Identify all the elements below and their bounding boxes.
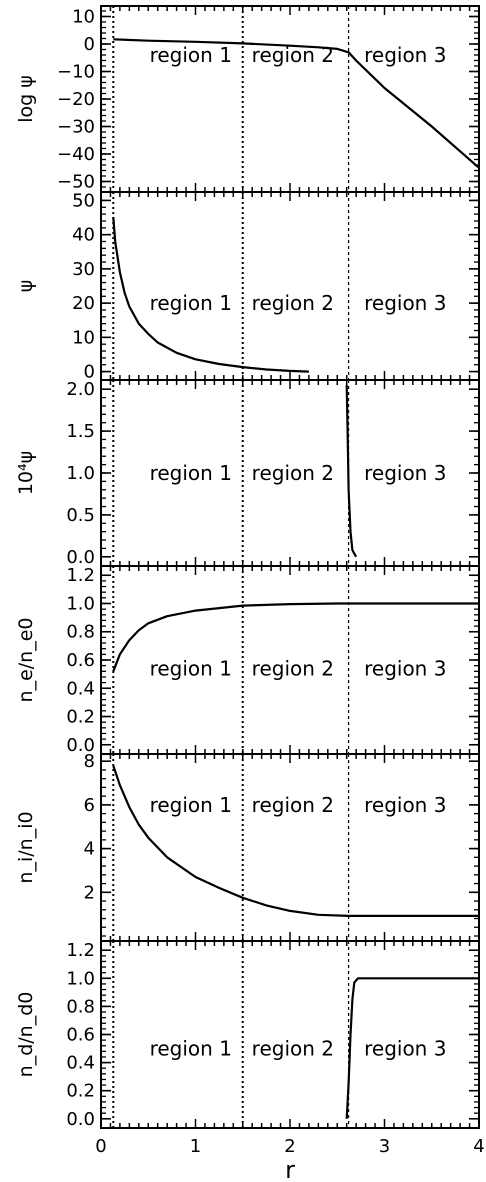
region-label: region 3 — [364, 656, 446, 680]
y-tick-label: 0.8 — [66, 622, 95, 643]
x-axis-label: r — [285, 1156, 295, 1182]
plot-frame — [100, 5, 480, 193]
y-axis-label: n_i/n_i0 — [15, 811, 37, 883]
y-tick-label: 2.0 — [66, 379, 95, 400]
region-label: region 2 — [252, 461, 334, 485]
x-tick-label: 2 — [284, 1136, 295, 1157]
y-tick-label: 4 — [84, 839, 95, 860]
y-axis-label: 10⁴ψ — [15, 451, 37, 495]
data-series-line — [112, 217, 309, 373]
y-tick-label: 50 — [72, 190, 95, 211]
y-axis-label: ψ — [15, 280, 37, 293]
y-tick-label: 1.5 — [66, 421, 95, 442]
region-label: region 1 — [150, 291, 232, 315]
data-series-line — [112, 602, 479, 672]
y-tick-label: −20 — [57, 89, 95, 110]
y-tick-label: 6 — [84, 795, 95, 816]
y-tick-label: 0 — [84, 34, 95, 55]
y-tick-label: −50 — [57, 172, 95, 193]
y-tick-label: 0.4 — [66, 678, 95, 699]
region-label: region 1 — [150, 656, 232, 680]
y-tick-label: 40 — [72, 225, 95, 246]
y-tick-label: 1.0 — [66, 463, 95, 484]
y-tick-label: 0.8 — [66, 996, 95, 1017]
y-tick-label: −40 — [57, 144, 95, 165]
panel-4: 0.0 0.2 0.4 0.6 0.8 1.0 1.2 n_e/n_e0 region 1 reg… — [15, 565, 480, 756]
y-tick-label: 8 — [84, 751, 95, 772]
data-series-line — [113, 38, 480, 169]
region-label: region 2 — [252, 1037, 334, 1061]
y-tick-label: 20 — [72, 293, 95, 314]
y-tick-label: 10 — [72, 327, 95, 348]
y-tick-label: 30 — [72, 259, 95, 280]
data-series-line — [112, 765, 479, 918]
x-tick-label: 3 — [379, 1136, 390, 1157]
panel-2: 0 10 20 30 40 50 ψ region 1 region 2 region 3 — [15, 190, 480, 383]
x-tick-label: 4 — [473, 1136, 484, 1157]
region-label: region 2 — [252, 793, 334, 817]
panel-5: 2 4 6 8 n_i/n_i0 region 1 region 2 region 3 — [15, 751, 480, 942]
y-tick-label: 10 — [72, 7, 95, 28]
x-tick-label: 1 — [190, 1136, 201, 1157]
y-axis-label: log ψ — [15, 75, 37, 123]
y-tick-label: 0.2 — [66, 1081, 95, 1102]
region-label: region 3 — [364, 461, 446, 485]
y-tick-label: 1.0 — [66, 593, 95, 614]
y-tick-label: 0 — [84, 362, 95, 383]
y-tick-label: 0.0 — [66, 1109, 95, 1130]
y-tick-label: −30 — [57, 117, 95, 138]
region-label: region 1 — [150, 1037, 232, 1061]
region-label: region 1 — [150, 43, 232, 67]
y-tick-label: −10 — [57, 62, 95, 83]
region-label: region 3 — [364, 1037, 446, 1061]
y-tick-label: 0.6 — [66, 650, 95, 671]
y-tick-label: 0.4 — [66, 1053, 95, 1074]
y-axis-label: n_e/n_e0 — [15, 618, 37, 703]
y-tick-label: 0.0 — [66, 735, 95, 756]
x-tick-label: 0 — [95, 1136, 106, 1157]
region-label: region 3 — [364, 291, 446, 315]
region-label: region 1 — [150, 461, 232, 485]
y-tick-label: 0.5 — [66, 505, 95, 526]
region-label: region 2 — [252, 656, 334, 680]
region-label: region 3 — [364, 43, 446, 67]
y-tick-label: 2 — [84, 882, 95, 903]
plot-frame — [100, 940, 480, 1129]
data-series-line — [345, 384, 358, 558]
y-axis-label: n_d/n_d0 — [15, 992, 37, 1078]
y-tick-label: 0.2 — [66, 707, 95, 728]
region-label: region 2 — [252, 291, 334, 315]
plot-frame — [100, 191, 480, 381]
y-tick-label: 0.6 — [66, 1025, 95, 1046]
region-label: region 1 — [150, 793, 232, 817]
y-tick-label: 1.0 — [66, 968, 95, 989]
y-tick-label: 0.0 — [66, 547, 95, 568]
data-series-line — [345, 977, 479, 1119]
y-tick-label: 1.2 — [66, 940, 95, 961]
y-tick-label: 1.2 — [66, 565, 95, 586]
panel-3: 0.0 0.5 1.0 1.5 2.0 10⁴ψ region 1 region 2 regio… — [15, 379, 480, 568]
region-label: region 3 — [364, 793, 446, 817]
